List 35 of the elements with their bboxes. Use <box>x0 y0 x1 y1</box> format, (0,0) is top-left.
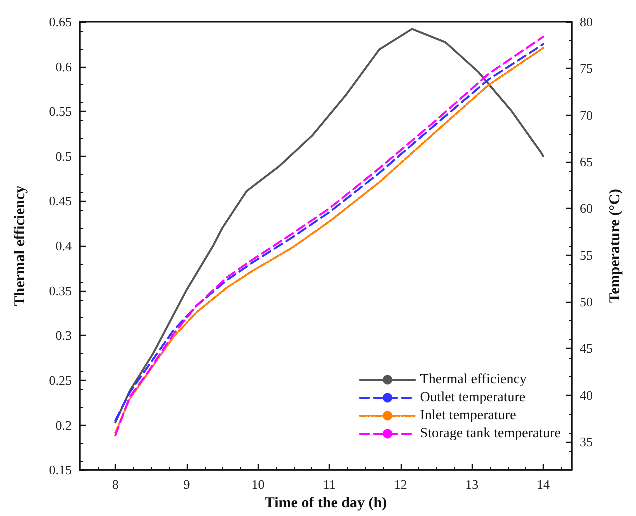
y-tick-label: 0.65 <box>49 14 72 30</box>
y2-tick-label: 45 <box>580 341 593 356</box>
y-tick-label: 0.55 <box>49 104 72 120</box>
y-tick-label: 0.6 <box>56 59 72 74</box>
x-tick-label: 13 <box>466 477 479 492</box>
y-tick-label: 0.5 <box>56 148 72 164</box>
y-tick-label: 0.35 <box>49 283 72 298</box>
x-tick-label: 12 <box>394 477 408 492</box>
y-tick-label: 0.3 <box>56 328 72 344</box>
x-tick-label: 14 <box>536 477 550 492</box>
legend-label: Thermal efficiency <box>420 372 527 388</box>
y2-tick-label: 80 <box>580 14 593 30</box>
y2-axis-title: Temperature (°C) <box>608 189 624 304</box>
y-axis-title: Thermal efficiency <box>12 185 28 306</box>
y-tick-label: 0.2 <box>56 418 72 433</box>
y2-tick-label: 55 <box>580 248 593 263</box>
x-axis-title: Time of the day (h) <box>264 496 388 512</box>
y2-tick-label: 75 <box>580 61 593 76</box>
legend-label: Outlet temperature <box>420 390 526 406</box>
y-tick-label: 0.15 <box>49 462 72 478</box>
y2-tick-label: 40 <box>580 388 593 403</box>
x-tick-label: 9 <box>184 477 190 492</box>
y2-tick-label: 65 <box>580 154 593 170</box>
y-tick-label: 0.4 <box>56 238 72 254</box>
x-tick-label: 11 <box>323 477 336 492</box>
x-tick-label: 10 <box>252 477 265 492</box>
x-tick-label: 8 <box>112 477 119 492</box>
legend-label: Inlet temperature <box>420 408 516 424</box>
y-tick-label: 0.25 <box>49 372 72 388</box>
y2-tick-label: 50 <box>580 294 593 310</box>
y2-tick-label: 35 <box>580 434 593 450</box>
legend-label: Storage tank temperature <box>420 426 561 442</box>
y-tick-label: 0.45 <box>49 194 72 209</box>
y2-tick-label: 60 <box>580 201 593 216</box>
y2-tick-label: 70 <box>580 108 593 123</box>
